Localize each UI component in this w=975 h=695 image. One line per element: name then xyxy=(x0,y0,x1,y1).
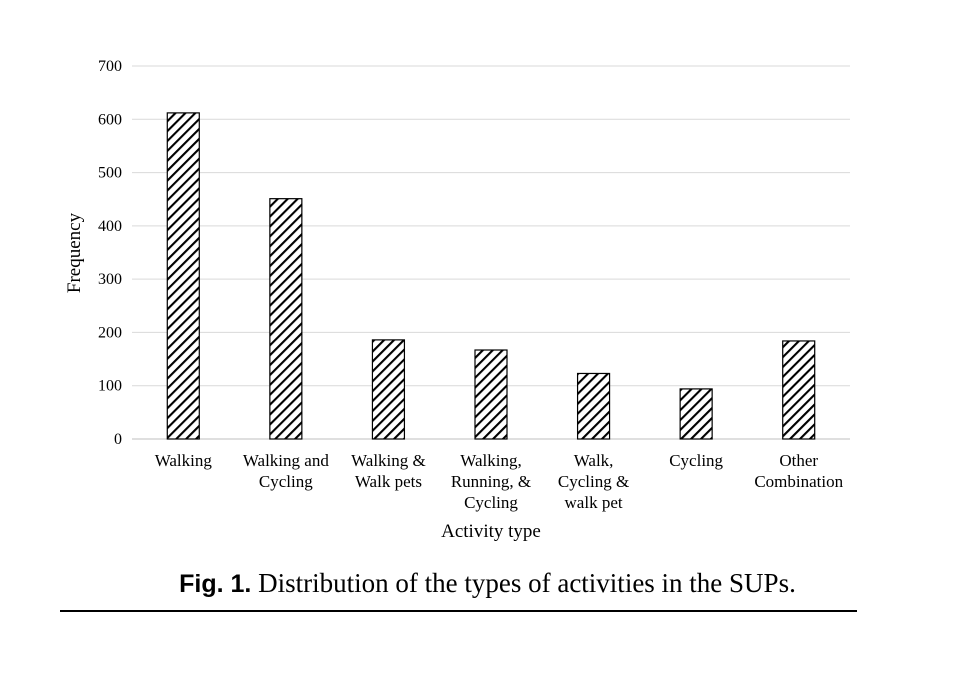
y-tick-labels: 0 100 200 300 400 500 600 700 xyxy=(98,58,122,448)
bar xyxy=(269,198,303,440)
category-label: Walking and Cycling xyxy=(243,451,329,491)
y-tick-label: 300 xyxy=(98,271,122,288)
y-axis-title: Frequency xyxy=(64,212,85,293)
y-tick-label: 100 xyxy=(98,378,122,395)
category-label-line: Walk, xyxy=(574,451,614,470)
bar-chart: 0 100 200 300 400 500 600 700 Walking Walking an… xyxy=(64,58,850,542)
bars xyxy=(166,112,816,440)
category-label: Cycling xyxy=(669,451,723,470)
category-label: Walking xyxy=(155,451,213,470)
y-tick-label: 500 xyxy=(98,165,122,182)
x-axis-title: Activity type xyxy=(441,521,541,542)
figure-label: Fig. 1. xyxy=(179,570,252,598)
bar xyxy=(576,372,611,440)
category-label-line: Cycling xyxy=(669,451,723,470)
figure-caption-text: Distribution of the types of activities … xyxy=(251,568,796,598)
category-label: Other Combination xyxy=(754,451,843,491)
category-labels: Walking Walking and Cycling Walking & Walk p… xyxy=(155,451,844,512)
y-tick-label: 0 xyxy=(114,431,122,448)
gridlines xyxy=(132,65,850,440)
y-tick-label: 200 xyxy=(98,324,122,341)
category-label-line: Walking and xyxy=(243,451,329,470)
category-label-line: Cycling xyxy=(464,493,518,512)
y-tick-label: 700 xyxy=(98,58,122,75)
category-label-line: Cycling xyxy=(259,472,313,491)
bar xyxy=(679,388,713,440)
category-label: Walk, Cycling & walk pet xyxy=(558,451,629,512)
bar xyxy=(782,340,816,440)
category-label-line: Combination xyxy=(754,472,843,491)
bar xyxy=(166,112,200,440)
category-label: Walking & Walk pets xyxy=(351,451,426,491)
category-label: Walking, Running, & Cycling xyxy=(451,451,531,512)
y-tick-label: 600 xyxy=(98,111,122,128)
bar xyxy=(371,339,406,440)
category-label-line: Walking, xyxy=(460,451,521,470)
category-label-line: Cycling & xyxy=(558,472,629,491)
category-label-line: Walking & xyxy=(351,451,426,470)
category-label-line: Other xyxy=(779,451,818,470)
category-label-line: Walk pets xyxy=(355,472,422,491)
bar xyxy=(474,349,508,440)
category-label-line: walk pet xyxy=(565,493,623,512)
category-label-line: Walking xyxy=(155,451,213,470)
category-label-line: Running, & xyxy=(451,472,531,491)
caption-rule xyxy=(60,610,857,612)
figure-caption: Fig. 1. Distribution of the types of act… xyxy=(0,568,975,599)
y-tick-label: 400 xyxy=(98,218,122,235)
